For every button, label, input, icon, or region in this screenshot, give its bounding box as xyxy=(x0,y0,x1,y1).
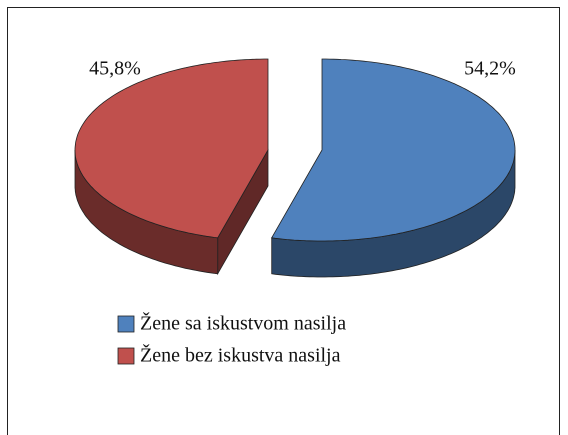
legend-swatch xyxy=(117,315,135,333)
legend-label: Žene bez iskustva nasilja xyxy=(140,344,341,367)
data-label: 45,8% xyxy=(89,58,141,80)
slice xyxy=(74,58,269,239)
legend-swatch xyxy=(117,347,135,365)
slice xyxy=(271,58,516,242)
legend-label: Žene sa iskustvom nasilja xyxy=(140,312,346,335)
frame xyxy=(7,7,560,435)
data-label: 54,2% xyxy=(464,58,516,80)
